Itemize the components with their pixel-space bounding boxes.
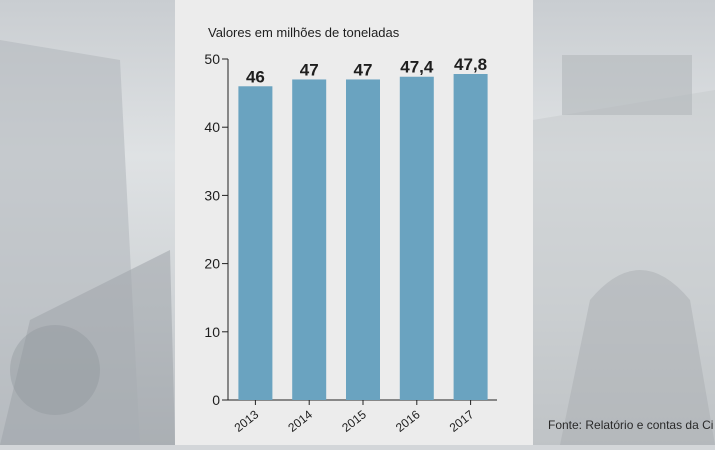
x-tick-label: 2017 [447, 407, 477, 435]
bar [292, 79, 327, 401]
bar-value-label: 46 [246, 67, 265, 86]
bar-value-label: 47,4 [400, 58, 434, 77]
y-tick-label: 20 [204, 256, 220, 272]
y-tick-label: 50 [204, 51, 220, 67]
bar-value-label: 47 [300, 60, 319, 79]
chart-subtitle: Valores em milhões de toneladas [208, 25, 400, 40]
y-tick-label: 40 [204, 119, 220, 135]
x-tick-label: 2013 [232, 407, 262, 435]
source-note: Fonte: Relatório e contas da Ci [548, 418, 714, 432]
bar-value-label: 47,8 [454, 55, 487, 74]
y-tick-label: 10 [204, 324, 220, 340]
bar-value-label: 47 [354, 60, 373, 79]
bar [238, 86, 273, 400]
y-tick-label: 30 [204, 187, 220, 203]
bar [399, 76, 434, 401]
x-tick-label: 2014 [285, 407, 315, 435]
x-tick-label: 2016 [393, 407, 423, 435]
bar [453, 74, 488, 400]
y-tick-label: 0 [212, 392, 220, 408]
bar [346, 79, 380, 401]
x-tick-label: 2015 [339, 407, 369, 435]
